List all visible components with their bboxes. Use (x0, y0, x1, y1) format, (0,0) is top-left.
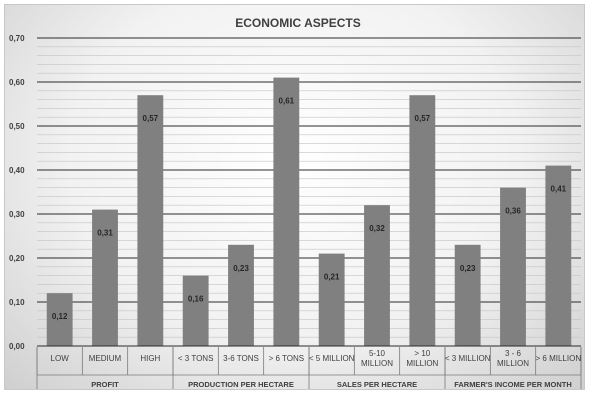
bar (318, 253, 345, 346)
x-tick-label: MILLION (497, 359, 529, 368)
y-tick-label: 0,10 (9, 298, 25, 307)
data-label: 0,57 (415, 114, 431, 123)
x-tick-label: 3-6 TONS (223, 354, 259, 363)
chart-frame: ECONOMIC ASPECTS 0,00 0,10 0,20 0,30 0,40 0,5… (4, 4, 585, 390)
group-label: PROFIT (91, 380, 119, 389)
data-label: 0,12 (52, 312, 68, 321)
group-label: SALES PER HECTARE (337, 380, 417, 389)
data-label: 0,23 (460, 264, 476, 273)
x-tick-label: > 6 TONS (269, 354, 305, 363)
data-label: 0,57 (143, 114, 159, 123)
bar (137, 95, 164, 346)
y-tick-label: 0,60 (9, 78, 25, 87)
x-tick-label: > 10 (414, 349, 430, 358)
bar-chart: ECONOMIC ASPECTS 0,00 0,10 0,20 0,30 0,40 0,5… (9, 16, 582, 389)
x-tick-label: 3 - 6 (505, 349, 522, 358)
x-tick-label: 5-10 (369, 349, 386, 358)
bar (46, 293, 73, 346)
x-tick-label: < 5 MILLION (309, 354, 355, 363)
y-tick-label: 0,40 (9, 166, 25, 175)
x-tick-label: < 3 MILLION (445, 354, 491, 363)
bar (545, 165, 572, 346)
group-label: FARMER'S INCOME PER MONTH (454, 380, 572, 389)
x-tick-label: HIGH (140, 354, 160, 363)
data-label: 0,36 (505, 207, 521, 216)
x-tick-label: MILLION (406, 359, 438, 368)
bar (182, 275, 209, 346)
data-label: 0,32 (369, 224, 385, 233)
data-label: 0,31 (97, 229, 113, 238)
bar (454, 244, 481, 346)
bar (92, 209, 118, 346)
bar (273, 77, 300, 346)
x-tick-label: LOW (51, 354, 70, 363)
data-label: 0,23 (233, 264, 249, 273)
bar (364, 205, 390, 346)
x-tick-label: < 3 TONS (178, 354, 214, 363)
bar (228, 244, 254, 346)
data-label: 0,61 (279, 97, 295, 106)
data-label: 0,41 (551, 185, 567, 194)
y-tick-label: 0,50 (9, 122, 25, 131)
x-tick-label: MEDIUM (89, 354, 122, 363)
y-tick-label: 0,30 (9, 210, 25, 219)
bar (500, 187, 526, 346)
x-tick-label: MILLION (361, 359, 393, 368)
x-tick-label: > 6 MILLION (536, 354, 582, 363)
chart-title: ECONOMIC ASPECTS (235, 16, 361, 30)
y-tick-label: 0,20 (9, 254, 25, 263)
data-label: 0,16 (188, 295, 204, 304)
y-tick-label: 0,70 (9, 34, 25, 43)
group-label: PRODUCTION PER HECTARE (188, 380, 294, 389)
data-label: 0,21 (324, 273, 340, 282)
bar (409, 95, 436, 346)
y-tick-label: 0,00 (9, 342, 25, 351)
